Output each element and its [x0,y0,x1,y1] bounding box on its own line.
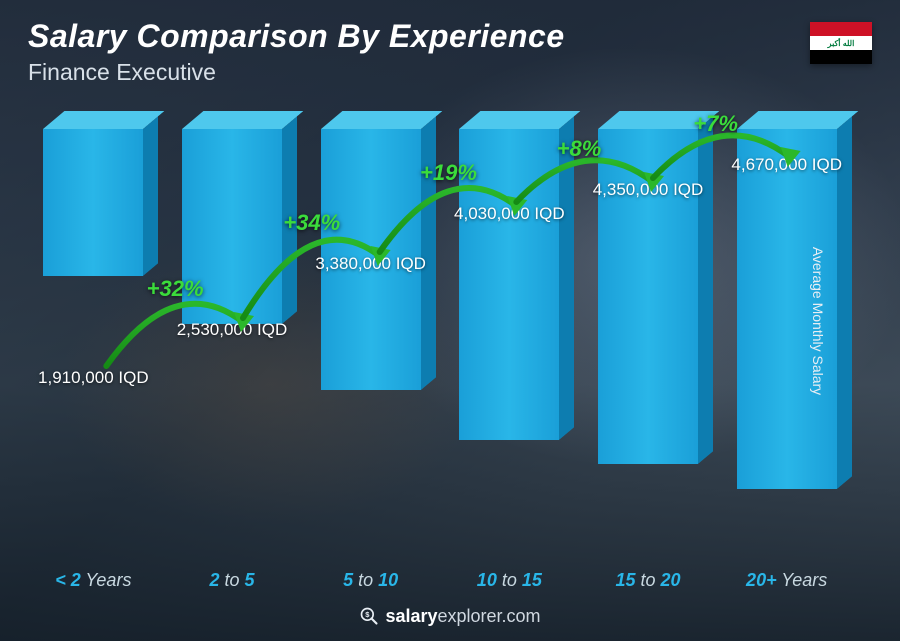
svg-text:$: $ [366,610,371,619]
x-axis-tick-label: 5 to 10 [343,570,398,591]
x-axis-tick-label: < 2 Years [55,570,131,591]
x-axis-tick-label: 15 to 20 [615,570,680,591]
bar-top-face [737,111,858,129]
y-axis-label: Average Monthly Salary [810,246,826,394]
page-subtitle: Finance Executive [28,59,565,86]
x-axis-tick-label: 2 to 5 [209,570,254,591]
flag-stripe-red [810,22,872,36]
flag-stripe-black [810,50,872,64]
bars-container: 1,910,000 IQD< 2 Years2,530,000 IQD2 to … [30,129,850,559]
x-axis-tick-label: 10 to 15 [477,570,542,591]
brand-logo: $ salaryexplorer.com [359,606,540,627]
flag-script: الله أكبر [828,39,855,48]
percent-increase-label: +7% [693,111,738,137]
magnify-dollar-icon: $ [359,606,379,626]
arrow-arc-icon [30,129,850,559]
country-flag-iraq: الله أكبر [810,22,872,64]
page-title: Salary Comparison By Experience [28,18,565,55]
flag-stripe-white: الله أكبر [810,36,872,50]
brand-text: salaryexplorer.com [385,606,540,627]
increase-arrow: +7% [30,129,850,559]
bar-top-face [321,111,442,129]
header: Salary Comparison By Experience Finance … [28,18,565,86]
footer: $ salaryexplorer.com [0,606,900,632]
salary-bar-chart: 1,910,000 IQD< 2 Years2,530,000 IQD2 to … [30,100,850,593]
x-axis-tick-label: 20+ Years [746,570,827,591]
bar-top-face [182,111,303,129]
